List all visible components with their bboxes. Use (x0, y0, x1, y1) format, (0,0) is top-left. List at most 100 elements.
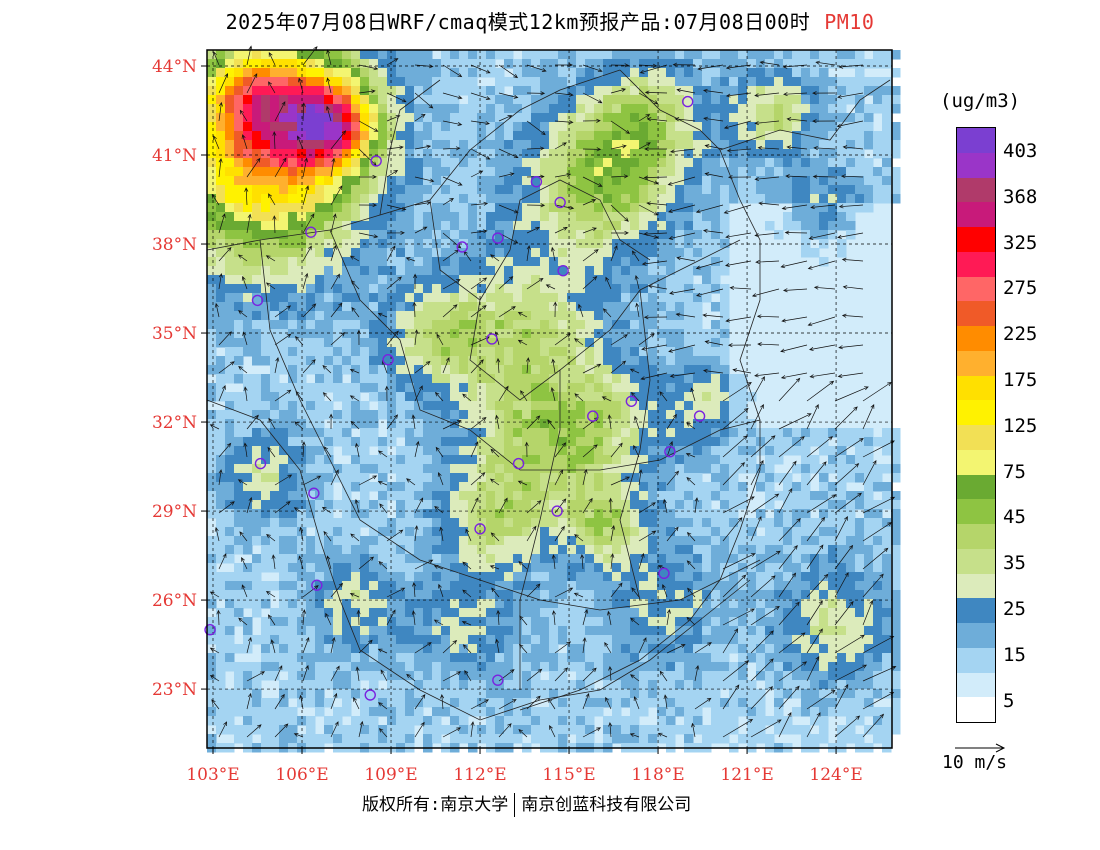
field-cell (324, 140, 334, 150)
field-cell (342, 284, 352, 294)
field-cell (207, 257, 217, 267)
field-cell (549, 122, 559, 132)
field-cell (648, 311, 658, 321)
field-cell (315, 140, 325, 150)
field-cell (846, 581, 856, 591)
field-cell (378, 635, 388, 645)
field-cell (234, 302, 244, 312)
field-cell (810, 248, 820, 258)
field-cell (711, 230, 721, 240)
field-cell (837, 248, 847, 258)
field-cell (288, 482, 298, 492)
field-cell (225, 158, 235, 168)
field-cell (540, 383, 550, 393)
field-cell (864, 635, 874, 645)
field-cell (828, 221, 838, 231)
field-cell (288, 68, 298, 78)
field-cell (882, 437, 892, 447)
field-cell (621, 428, 631, 438)
field-cell (369, 185, 379, 195)
field-cell (567, 194, 577, 204)
field-cell (441, 536, 451, 546)
field-cell (306, 275, 316, 285)
field-cell (720, 383, 730, 393)
field-cell (801, 608, 811, 618)
field-cell (657, 176, 667, 186)
field-cell (414, 374, 424, 384)
field-cell (468, 149, 478, 159)
field-cell (558, 383, 568, 393)
field-cell (540, 257, 550, 267)
field-cell (477, 149, 487, 159)
field-cell (360, 230, 370, 240)
field-cell (414, 536, 424, 546)
field-cell (333, 626, 343, 636)
field-cell (504, 194, 514, 204)
field-cell (540, 455, 550, 465)
field-cell (504, 140, 514, 150)
field-cell (819, 77, 829, 87)
field-cell (513, 365, 523, 375)
field-cell (495, 581, 505, 591)
field-cell (702, 518, 712, 528)
field-cell (315, 383, 325, 393)
field-cell (666, 500, 676, 510)
field-cell (477, 644, 487, 654)
field-cell (657, 446, 667, 456)
field-cell (324, 401, 334, 411)
field-cell (810, 167, 820, 177)
field-cell (207, 140, 217, 150)
field-cell (657, 545, 667, 555)
field-cell (828, 608, 838, 618)
field-cell (423, 203, 433, 213)
field-cell (396, 365, 406, 375)
field-cell (522, 158, 532, 168)
field-cell (837, 680, 847, 690)
field-cell (864, 428, 874, 438)
field-cell (342, 698, 352, 708)
field-cell (666, 185, 676, 195)
field-cell (279, 122, 289, 132)
field-cell (450, 329, 460, 339)
field-cell (207, 473, 217, 483)
field-cell (513, 419, 523, 429)
field-cell (225, 392, 235, 402)
field-cell (702, 374, 712, 384)
field-cell (477, 518, 487, 528)
field-cell (675, 473, 685, 483)
field-cell (306, 473, 316, 483)
field-cell (279, 356, 289, 366)
field-cell (558, 437, 568, 447)
field-cell (261, 500, 271, 510)
field-cell (747, 392, 757, 402)
field-cell (603, 410, 613, 420)
field-cell (711, 680, 721, 690)
field-cell (459, 662, 469, 672)
field-cell (567, 473, 577, 483)
field-cell (711, 257, 721, 267)
field-cell (306, 347, 316, 357)
field-cell (234, 428, 244, 438)
field-cell (342, 158, 352, 168)
field-cell (468, 104, 478, 114)
field-cell (315, 239, 325, 249)
field-cell (414, 626, 424, 636)
field-cell (702, 329, 712, 339)
field-cell (882, 428, 892, 438)
field-cell (612, 113, 622, 123)
field-cell (720, 572, 730, 582)
field-cell (369, 554, 379, 564)
field-cell (567, 572, 577, 582)
field-cell (387, 437, 397, 447)
field-cell (306, 257, 316, 267)
field-cell (621, 455, 631, 465)
field-cell (477, 185, 487, 195)
field-cell (243, 149, 253, 159)
field-cell (549, 77, 559, 87)
field-cell (360, 122, 370, 132)
field-cell (297, 338, 307, 348)
field-cell (594, 185, 604, 195)
field-cell (873, 662, 883, 672)
field-cell (675, 50, 685, 60)
field-cell (450, 536, 460, 546)
